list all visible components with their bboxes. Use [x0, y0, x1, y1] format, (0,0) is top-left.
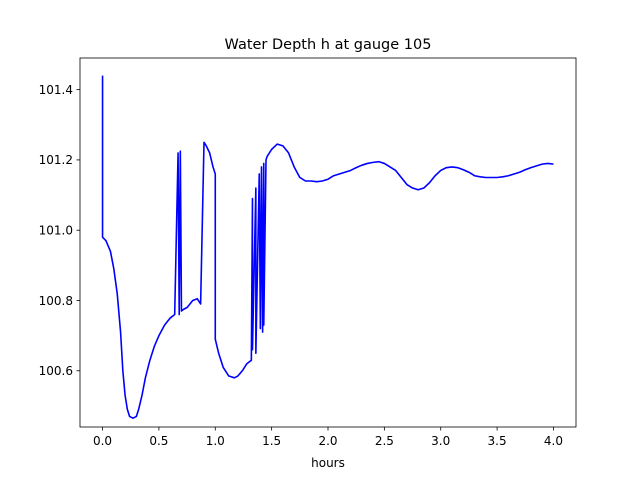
x-tick-label: 0.0 — [93, 434, 112, 448]
x-tick-label: 3.5 — [488, 434, 507, 448]
x-tick-label: 1.0 — [206, 434, 225, 448]
x-tick-label: 3.0 — [431, 434, 450, 448]
y-axis: 100.6 100.8 101.0 101.2 101.4 — [39, 83, 80, 378]
y-tick-label: 101.2 — [39, 153, 73, 167]
y-tick-label: 101.0 — [39, 224, 73, 238]
x-axis: 0.0 0.5 1.0 1.5 2.0 2.5 3.0 3.5 4.0 — [93, 427, 563, 448]
x-tick-label: 2.0 — [318, 434, 337, 448]
x-tick-label: 4.0 — [544, 434, 563, 448]
plot-area — [101, 75, 554, 420]
series-line — [101, 75, 554, 420]
y-tick-label: 100.8 — [39, 294, 73, 308]
chart-title: Water Depth h at gauge 105 — [225, 37, 432, 53]
x-tick-label: 1.5 — [262, 434, 281, 448]
y-tick-label: 100.6 — [39, 364, 73, 378]
x-axis-label: hours — [311, 456, 345, 470]
x-tick-label: 0.5 — [149, 434, 168, 448]
x-tick-label: 2.5 — [375, 434, 394, 448]
y-tick-label: 101.4 — [39, 83, 73, 97]
